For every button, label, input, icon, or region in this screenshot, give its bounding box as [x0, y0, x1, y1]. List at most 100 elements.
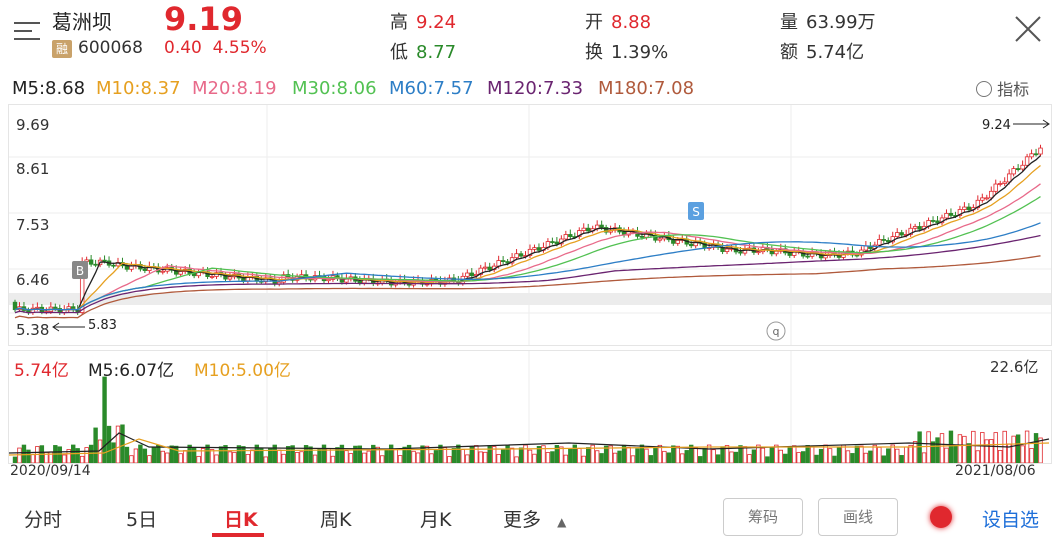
volume-bar [321, 444, 327, 464]
volume-bar [899, 455, 904, 464]
sell-marker-label: S [692, 205, 700, 219]
close-icon[interactable] [1013, 14, 1043, 44]
candle-body [912, 226, 918, 229]
volume-bar [809, 446, 815, 464]
candle-body [505, 261, 510, 264]
max-price-marker: 9.24 [982, 118, 1011, 133]
tab-intraday[interactable]: 分时 [24, 509, 63, 531]
volume-bar [209, 449, 215, 464]
volume-bar [733, 451, 739, 464]
volume-bar [563, 454, 569, 464]
volume-bar [281, 453, 286, 464]
candle-body [653, 234, 658, 241]
volume-bar [778, 449, 783, 464]
price-change: 0.40 4.55% [164, 38, 267, 58]
volume-bar [666, 452, 672, 464]
menu-icon[interactable] [14, 22, 40, 42]
volume-bar [344, 450, 349, 464]
ma180-label: M180:7.08 [598, 78, 695, 99]
candle-body [478, 267, 483, 275]
candle-body [1020, 164, 1025, 170]
volume-bar [451, 448, 457, 464]
candle-body [689, 243, 694, 247]
volume-bar [120, 424, 125, 464]
volume-bar [1024, 430, 1030, 464]
volume-bar [957, 434, 963, 464]
volume-bar [102, 376, 107, 464]
volume-bar [214, 454, 219, 464]
candle-body [962, 206, 967, 210]
draw-line-button[interactable]: 画线 [818, 498, 898, 536]
volume-bar [433, 450, 439, 464]
volume-bar [872, 444, 878, 464]
volume-bar [577, 448, 582, 464]
volume-bar [147, 455, 152, 464]
candle-body [93, 263, 98, 266]
y-tick: 9.69 [16, 116, 50, 134]
candle-body [514, 253, 519, 259]
y-tick: 6.46 [16, 271, 50, 289]
volume-bar [1011, 435, 1016, 464]
volume-bar [348, 453, 354, 464]
start-date: 2020/09/14 [10, 463, 91, 479]
open-stat: 开 8.88 [585, 12, 652, 33]
volume-bar [474, 445, 479, 464]
volume-bar [850, 453, 855, 464]
candle-body [483, 266, 488, 269]
candle-body [984, 197, 989, 200]
volume-bar [975, 450, 981, 464]
volume-bar [460, 449, 466, 464]
candle-body [599, 224, 604, 228]
candle-body [980, 197, 985, 201]
tab-5day[interactable]: 5日 [126, 509, 158, 531]
volume-bar [75, 448, 80, 464]
volume-bar [617, 450, 622, 464]
end-date: 2021/08/06 [955, 463, 1036, 479]
volume-bar [527, 449, 533, 464]
volume-bar [765, 456, 770, 464]
volume-bar [917, 431, 922, 464]
volume-bar [483, 451, 488, 464]
add-favorite-button[interactable]: 设自选 [982, 509, 1040, 531]
volume-bar [308, 446, 313, 464]
volume-bar [362, 452, 367, 464]
volume-bar [836, 447, 842, 464]
volume-bar [151, 446, 157, 464]
candle-body [209, 276, 215, 278]
candle-body [178, 271, 183, 275]
volume-bar [241, 446, 246, 464]
indicator-button[interactable]: 指标 [976, 76, 1029, 100]
volume-bar [863, 452, 869, 464]
volume-chart[interactable] [8, 350, 1052, 464]
ma-line [14, 164, 1041, 311]
chips-button[interactable]: 筹码 [723, 498, 803, 536]
tab-more[interactable]: 更多 ▲ [503, 509, 567, 531]
q-marker-label: q [773, 325, 780, 338]
volume-bar [908, 444, 913, 464]
candle-body [1006, 173, 1012, 183]
tab-monthly-k[interactable]: 月K [420, 509, 452, 531]
volume-bar [232, 451, 237, 464]
candle-body [1015, 168, 1021, 170]
candle-body [966, 206, 972, 211]
volume-bar [769, 447, 775, 464]
volume-bar [1033, 433, 1039, 464]
record-dot-icon[interactable] [930, 506, 952, 528]
y-tick: 7.53 [16, 216, 50, 234]
tab-weekly-k[interactable]: 周K [320, 509, 352, 531]
volume-max: 22.6亿 [990, 358, 1039, 376]
candle-body [281, 274, 286, 283]
volume-bar [227, 451, 233, 464]
volume-bar [796, 452, 801, 464]
volume-bar [550, 451, 555, 464]
ma30-label: M30:8.06 [292, 78, 377, 99]
candle-body [1024, 156, 1030, 166]
volume-bar [57, 446, 62, 464]
volume-bar [93, 427, 98, 464]
volume-bar [594, 450, 600, 464]
candle-body [88, 259, 94, 265]
candle-body [998, 183, 1003, 185]
tab-daily-k[interactable]: 日K [224, 509, 258, 531]
candle-body [805, 255, 810, 258]
